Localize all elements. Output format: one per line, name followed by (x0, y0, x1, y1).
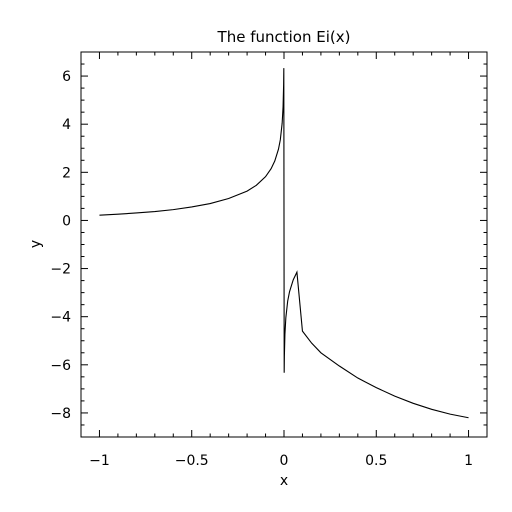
y-tick-label: 0 (62, 213, 71, 229)
y-tick-label: 4 (62, 117, 71, 133)
y-tick-label: 6 (62, 69, 71, 85)
y-tick-label: −6 (50, 358, 71, 374)
y-tick-label: 2 (62, 165, 71, 181)
x-tick-label: 0 (280, 453, 289, 469)
chart-title: The function Ei(x) (217, 28, 351, 46)
x-tick-label: −0.5 (175, 453, 209, 469)
plot-frame (80, 51, 488, 438)
x-tick-label: −1 (89, 453, 110, 469)
y-tick-label: −2 (50, 262, 71, 278)
y-tick-label: −8 (50, 406, 71, 422)
series-line-ei (99, 68, 469, 419)
y-tick-label: −4 (50, 310, 71, 326)
y-axis-label: y (28, 240, 44, 248)
x-tick-label: 1 (464, 453, 473, 469)
x-axis-label: x (280, 473, 288, 489)
tick-labels: −1 −0.5 0 0.5 1 −8 −6 −4 −2 0 2 4 6 (50, 69, 473, 469)
x-tick-label: 0.5 (365, 453, 387, 469)
